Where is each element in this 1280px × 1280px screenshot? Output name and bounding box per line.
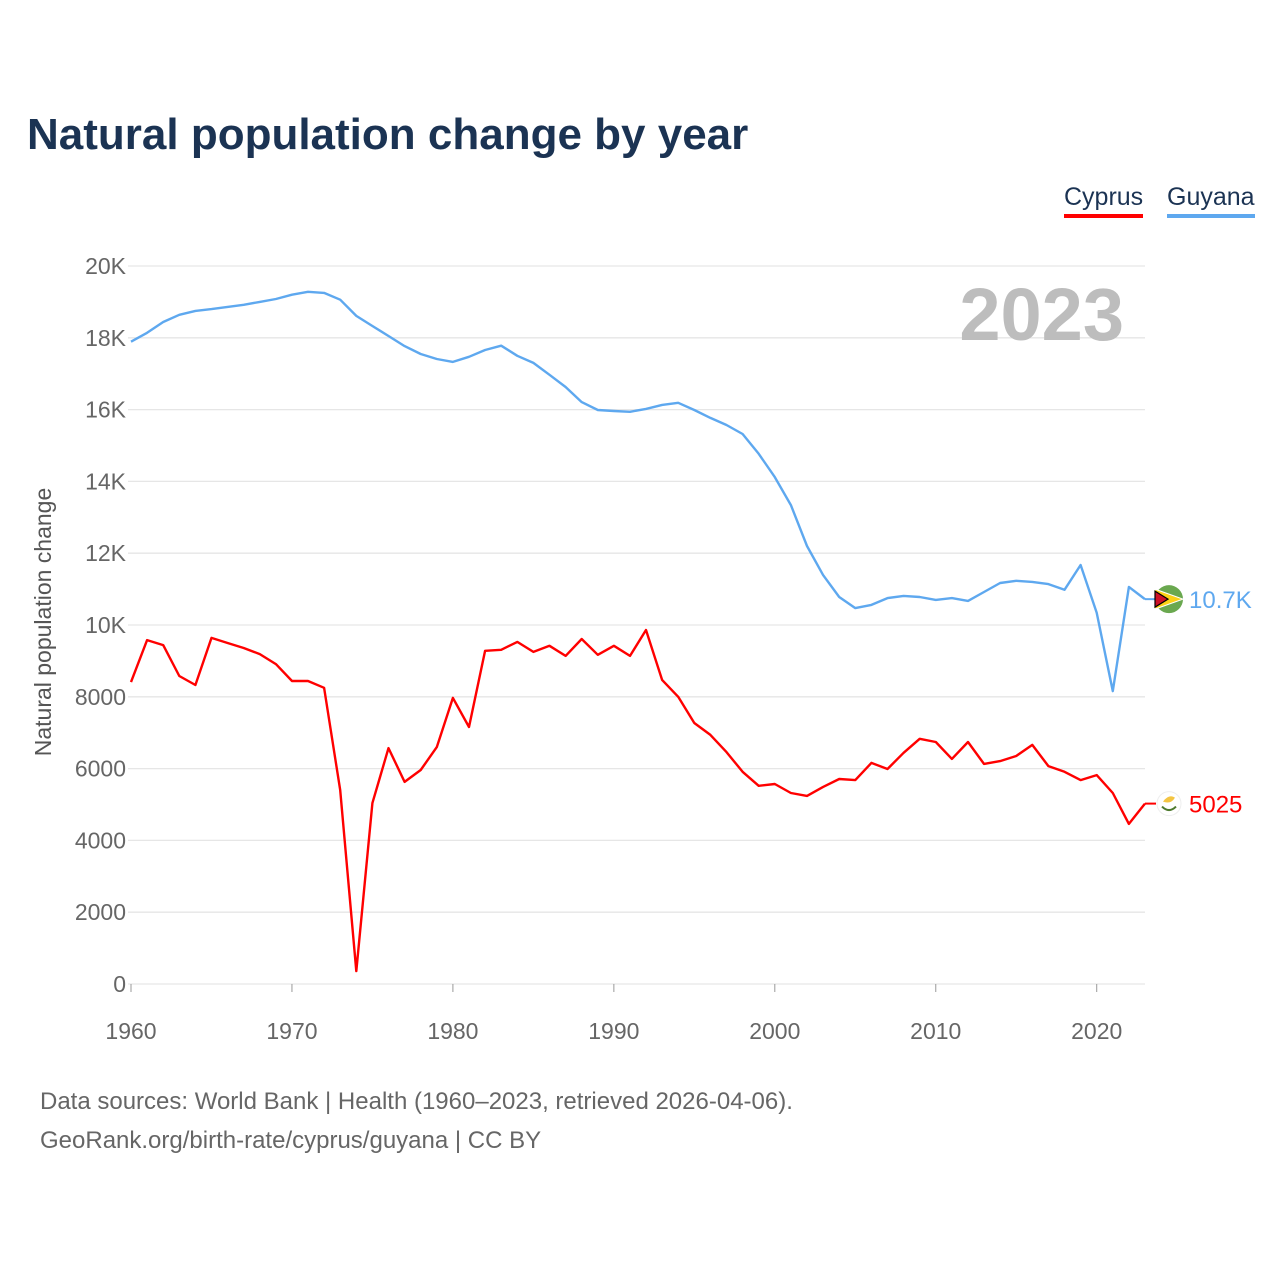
x-tick-label: 2020 (1071, 1018, 1122, 1044)
y-tick-label: 20K (85, 253, 127, 279)
cyprus-flag-icon (1156, 791, 1182, 817)
guyana-flag-icon (1154, 585, 1185, 614)
x-tick-label: 1990 (588, 1018, 639, 1044)
y-tick-label: 12K (85, 540, 127, 566)
source-url: GeoRank.org/birth-rate/cyprus/guyana | C… (40, 1127, 542, 1154)
series-line-guyana[interactable] (130, 290, 1146, 693)
end-value-label-guyana: 10.7K (1189, 587, 1252, 614)
x-tick-label: 1970 (266, 1018, 317, 1044)
y-tick-label: 2000 (75, 899, 126, 925)
series-line-cyprus[interactable] (129, 628, 1146, 973)
x-tick-label: 1980 (427, 1018, 478, 1044)
y-tick-label: 6000 (75, 756, 126, 782)
y-tick-label: 14K (85, 468, 127, 494)
end-value-label-cyprus: 5025 (1189, 792, 1242, 819)
x-tick-label: 1960 (105, 1018, 156, 1044)
source-note: Data sources: World Bank | Health (1960–… (40, 1088, 793, 1115)
x-tick-label: 2000 (749, 1018, 800, 1044)
y-axis-label: Natural population change (30, 488, 56, 757)
year-watermark: 2023 (959, 273, 1124, 356)
legend-cyprus[interactable]: Cyprus (1064, 183, 1144, 218)
x-tick-label: 2010 (910, 1018, 961, 1044)
y-tick-label: 8000 (75, 684, 126, 710)
y-tick-label: 0 (113, 971, 126, 997)
chart-title: Natural population change by year (27, 110, 749, 159)
y-tick-label: 18K (85, 325, 127, 351)
y-tick-label: 4000 (75, 827, 126, 853)
legend-guyana[interactable]: Guyana (1167, 183, 1255, 218)
y-tick-label: 16K (85, 397, 127, 423)
y-tick-label: 10K (85, 612, 127, 638)
